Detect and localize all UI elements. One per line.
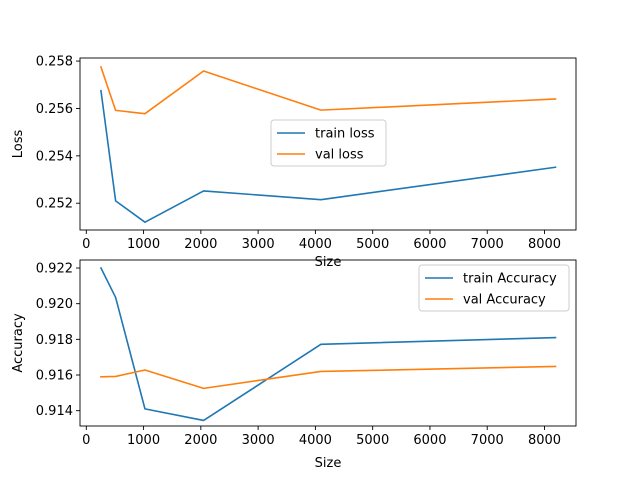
legend-label: train Accuracy [463, 272, 557, 287]
accuracy-chart: 0 1000 2000 3000 4000 5000 6000 7000 8000 0.914 0.… [11, 259, 577, 471]
series-line-1 [100, 365, 557, 390]
x-tick-label: 6000 [413, 433, 446, 448]
y-tick-label: 0.252 [36, 197, 73, 212]
y-tick-label: 0.916 [36, 369, 73, 384]
x-tick-label: 4000 [299, 433, 332, 448]
x-tick-label: 3000 [242, 237, 275, 252]
x-tick-label: 3000 [242, 433, 275, 448]
series-line-0 [100, 89, 557, 223]
x-tick-label: 2000 [184, 433, 217, 448]
y-tick-label: 0.914 [36, 404, 73, 419]
y-axis-label: Loss [11, 130, 26, 159]
x-tick-label: 5000 [356, 237, 389, 252]
x-tick-label: 8000 [528, 433, 561, 448]
legend-label: train loss [315, 127, 375, 142]
y-tick-label: 0.918 [36, 333, 73, 348]
legend-label: val Accuracy [463, 293, 546, 308]
legend: train Accuracy val Accuracy [418, 264, 570, 312]
axes-frame [79, 259, 577, 427]
x-tick-label: 6000 [413, 237, 446, 252]
x-tick-label: 1000 [127, 237, 160, 252]
x-axis-label: Size [315, 255, 342, 270]
x-tick-label: 1000 [127, 433, 160, 448]
x-tick-label: 7000 [471, 433, 504, 448]
y-tick-label: 0.258 [36, 55, 73, 70]
y-tick-label: 0.920 [36, 297, 73, 312]
y-tick-label: 0.254 [36, 149, 73, 164]
x-tick-label: 2000 [184, 237, 217, 252]
axes-frame [79, 57, 577, 231]
series-line-0 [99, 266, 557, 422]
legend-label: val loss [315, 148, 364, 163]
x-tick-label: 4000 [299, 237, 332, 252]
loss-chart: 0 1000 2000 3000 4000 5000 6000 7000 8000 0.252 0.… [11, 55, 577, 270]
y-tick-label: 0.922 [36, 262, 73, 277]
x-tick-label: 8000 [528, 237, 561, 252]
series-line-1 [99, 65, 557, 115]
x-tick-label: 5000 [356, 433, 389, 448]
x-tick-label: 7000 [471, 237, 504, 252]
x-axis-label: Size [315, 456, 342, 471]
x-tick-label: 0 [82, 237, 90, 252]
y-tick-label: 0.256 [36, 102, 73, 117]
legend: train loss val loss [270, 119, 387, 167]
legend-box [418, 264, 570, 312]
y-axis-label: Accuracy [11, 313, 26, 373]
x-tick-label: 0 [82, 433, 90, 448]
